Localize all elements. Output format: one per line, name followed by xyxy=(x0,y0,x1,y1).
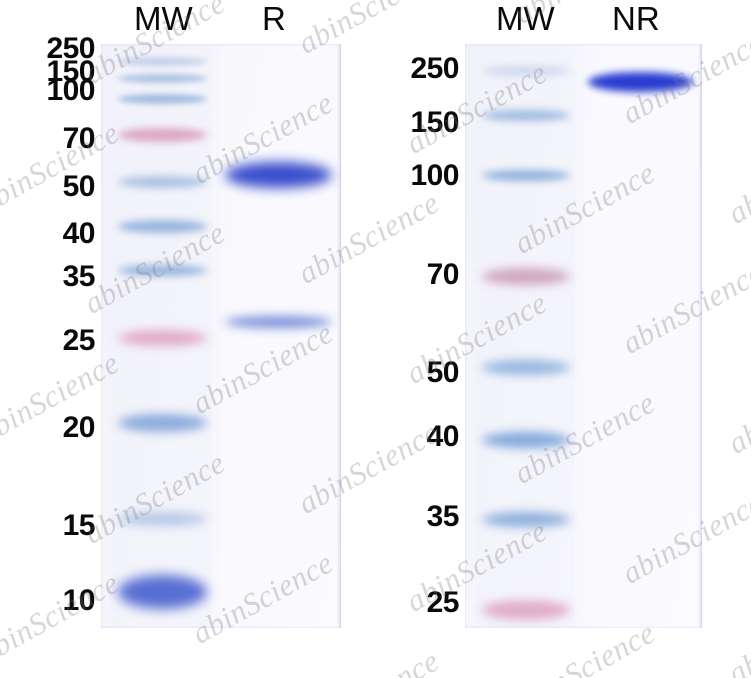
ladder-band-10-reduced xyxy=(118,575,207,609)
watermark: abinScience xyxy=(292,643,445,678)
mw-marker-label-10-reduced: 10 xyxy=(62,584,96,617)
ladder-band-50-non-reduced xyxy=(482,360,570,375)
ladder-band-100-non-reduced xyxy=(482,170,570,181)
mw-marker-label-40-reduced: 40 xyxy=(62,217,96,250)
watermark: abinScience xyxy=(722,584,751,678)
gel-panel-non-reduced xyxy=(465,44,702,628)
ladder-band-250-reduced xyxy=(118,57,207,66)
watermark: abinScience xyxy=(722,124,751,231)
ladder-band-150-non-reduced xyxy=(482,110,570,121)
mw-marker-label-25-non-reduced: 25 xyxy=(426,586,460,619)
ladder-band-250-non-reduced xyxy=(482,66,570,76)
lane-header-ladder-non-reduced: MW xyxy=(496,0,555,37)
mw-marker-label-35-reduced: 35 xyxy=(62,260,96,293)
lane-header-sample-non-reduced: NR xyxy=(612,0,660,37)
mw-marker-label-100-reduced: 100 xyxy=(46,74,95,107)
lane-sample-reduced xyxy=(221,44,334,628)
intact-igg-band xyxy=(588,72,693,92)
ladder-band-35-non-reduced xyxy=(482,512,570,527)
ladder-band-25-non-reduced xyxy=(482,600,570,620)
mw-marker-label-20-reduced: 20 xyxy=(62,411,96,444)
watermark: abinScience xyxy=(722,354,751,461)
lane-header-ladder-reduced: MW xyxy=(134,0,193,37)
mw-marker-label-150-reduced: 150 xyxy=(46,55,95,88)
mw-marker-label-150-non-reduced: 150 xyxy=(410,106,459,139)
ladder-band-50-reduced xyxy=(118,176,207,188)
mw-marker-label-250-reduced: 250 xyxy=(46,32,95,65)
ladder-band-150-reduced xyxy=(118,74,207,83)
ladder-band-100-reduced xyxy=(118,94,207,104)
ladder-band-70-reduced xyxy=(118,128,207,142)
mw-marker-label-50-reduced: 50 xyxy=(62,170,96,203)
light-chain-band xyxy=(225,316,332,328)
ladder-band-70-non-reduced xyxy=(482,268,570,285)
ladder-band-15-reduced xyxy=(118,512,207,526)
mw-marker-label-15-reduced: 15 xyxy=(62,509,96,542)
lane-header-sample-reduced: R xyxy=(262,0,286,37)
mw-marker-label-25-reduced: 25 xyxy=(62,324,96,357)
mw-marker-label-50-non-reduced: 50 xyxy=(426,356,460,389)
ladder-band-20-reduced xyxy=(118,414,207,432)
watermark: abinScience xyxy=(722,0,751,1)
mw-marker-label-100-non-reduced: 100 xyxy=(410,159,459,192)
mw-marker-label-40-non-reduced: 40 xyxy=(426,420,460,453)
lane-ladder-non-reduced xyxy=(475,44,575,628)
mw-marker-label-70-non-reduced: 70 xyxy=(426,258,460,291)
mw-marker-label-70-reduced: 70 xyxy=(62,122,96,155)
ladder-band-40-non-reduced xyxy=(482,432,570,448)
mw-marker-label-250-non-reduced: 250 xyxy=(410,52,459,85)
lane-sample-non-reduced xyxy=(584,44,695,628)
watermark: abinScience xyxy=(78,673,231,678)
heavy-chain-band xyxy=(225,162,332,188)
ladder-band-35-reduced xyxy=(118,265,207,276)
gel-panel-reduced xyxy=(101,44,341,628)
mw-marker-label-35-non-reduced: 35 xyxy=(426,500,460,533)
ladder-band-25-reduced xyxy=(118,330,207,346)
ladder-band-40-reduced xyxy=(118,220,207,233)
